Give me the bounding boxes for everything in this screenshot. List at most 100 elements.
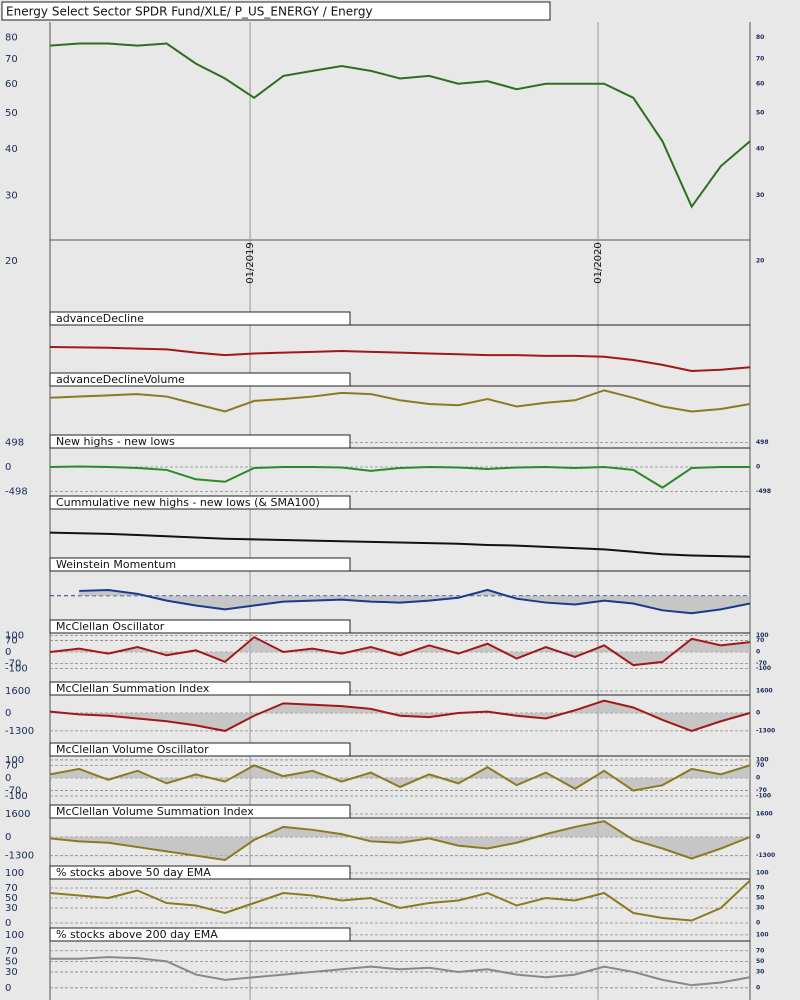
y-tick-label-right: 40 xyxy=(756,146,764,153)
y-tick-label-right: 0 xyxy=(756,774,760,781)
title-box xyxy=(49,557,351,572)
y-tick-label: 0 xyxy=(5,832,11,843)
series-line xyxy=(49,389,751,413)
y-tick-label: 498 xyxy=(5,437,24,448)
title-box xyxy=(1,1,551,21)
y-tick-label-right: 1600 xyxy=(756,688,773,695)
y-tick-label-right: -100 xyxy=(756,792,771,799)
y-tick-label: 30 xyxy=(5,903,18,914)
y-tick-label-right: 30 xyxy=(756,968,764,975)
panel-title: % stocks above 200 day EMA xyxy=(56,928,218,941)
y-tick-label-right: 0 xyxy=(756,463,760,470)
chart-title: Energy Select Sector SPDR Fund/XLE/ P_US… xyxy=(6,5,373,19)
y-tick-label-right: 498 xyxy=(756,439,769,446)
y-tick-label: 0 xyxy=(5,983,11,994)
y-tick-label-right: 50 xyxy=(756,958,764,965)
y-tick-label: 70 xyxy=(5,54,18,65)
y-tick-label: 30 xyxy=(5,967,18,978)
panel-title: McClellan Oscillator xyxy=(56,620,165,633)
title-box xyxy=(49,619,351,634)
panel-title: McClellan Volume Oscillator xyxy=(56,743,209,756)
y-tick-label-right: 100 xyxy=(756,632,769,639)
y-tick-label: 50 xyxy=(5,956,18,967)
title-box xyxy=(49,681,351,696)
panel-title: Weinstein Momentum xyxy=(56,558,176,571)
y-tick-label-right: 100 xyxy=(756,870,769,877)
y-tick-label: 0 xyxy=(5,773,11,784)
title-box xyxy=(49,804,351,819)
y-tick-label-right: 100 xyxy=(756,756,769,763)
series-line xyxy=(49,764,751,792)
y-tick-label: 0 xyxy=(5,647,11,658)
title-box xyxy=(49,495,351,510)
y-tick-label-right: 0 xyxy=(756,834,760,841)
y-tick-label-right: 50 xyxy=(756,110,764,117)
y-tick-label-right: 30 xyxy=(756,905,764,912)
y-tick-label: 1600 xyxy=(5,809,30,820)
y-tick-label: -1300 xyxy=(5,726,34,737)
y-tick-label-right: 50 xyxy=(756,895,764,902)
series-line xyxy=(49,465,750,489)
y-tick-label-right: 20 xyxy=(756,257,764,264)
panel-title: % stocks above 50 day EMA xyxy=(56,866,211,879)
y-tick-label: 100 xyxy=(5,631,24,642)
y-tick-label: 100 xyxy=(5,868,24,879)
x-tick-label: 01/2020 xyxy=(593,242,604,284)
y-tick-label: 0 xyxy=(5,708,11,719)
y-tick-label: 1600 xyxy=(5,686,30,697)
series-line xyxy=(49,879,751,922)
y-tick-label: -498 xyxy=(5,486,28,497)
title-box xyxy=(49,434,351,449)
y-tick-label-right: 0 xyxy=(756,984,760,991)
y-tick-label: 50 xyxy=(5,108,18,119)
y-tick-label: 70 xyxy=(5,760,18,771)
y-tick-label: -1300 xyxy=(5,851,34,862)
y-tick-label-right: 30 xyxy=(756,192,764,199)
y-tick-label: 0 xyxy=(5,918,11,929)
y-tick-label-right: 100 xyxy=(756,931,769,938)
series-line xyxy=(49,820,751,862)
y-tick-label-right: 0 xyxy=(756,710,760,717)
series-line xyxy=(50,956,751,987)
series-line xyxy=(49,345,751,372)
y-tick-label-right: -498 xyxy=(756,488,771,495)
y-tick-label: -70 xyxy=(5,659,21,670)
y-tick-label-right: -1300 xyxy=(756,852,775,859)
panel-title: advanceDecline xyxy=(56,312,144,325)
y-tick-label: -100 xyxy=(5,663,28,674)
y-tick-label: 100 xyxy=(5,755,24,766)
series-line xyxy=(49,699,751,732)
title-box xyxy=(49,742,351,757)
panel-title: McClellan Volume Summation Index xyxy=(56,805,254,818)
area-fill xyxy=(50,637,750,666)
title-box xyxy=(49,311,351,326)
y-tick-label: 0 xyxy=(5,462,11,473)
y-tick-label-right: -1300 xyxy=(756,727,775,734)
series-line xyxy=(79,588,751,615)
y-tick-label: -100 xyxy=(5,791,28,802)
title-box xyxy=(49,927,351,942)
y-tick-label-right: 70 xyxy=(756,885,764,892)
y-tick-label-right: 0 xyxy=(756,920,760,927)
y-tick-label-right: 1600 xyxy=(756,810,773,817)
y-tick-label-right: 70 xyxy=(756,55,764,62)
series-line xyxy=(49,42,751,209)
series-line xyxy=(49,531,751,558)
y-tick-label-right: 70 xyxy=(756,947,764,954)
y-tick-label: 100 xyxy=(5,930,24,941)
y-tick-label: 80 xyxy=(5,32,18,43)
y-tick-label-right: 70 xyxy=(756,762,764,769)
y-tick-label-right: 80 xyxy=(756,34,764,41)
y-tick-label-right: -70 xyxy=(756,787,767,794)
y-tick-label-right: 60 xyxy=(756,80,764,87)
y-tick-label: 40 xyxy=(5,144,18,155)
y-tick-label: -70 xyxy=(5,786,21,797)
y-tick-label: 60 xyxy=(5,79,18,90)
y-tick-label: 70 xyxy=(5,635,18,646)
y-tick-label: 70 xyxy=(5,946,18,957)
y-tick-label-right: -100 xyxy=(756,665,771,672)
y-tick-label-right: 0 xyxy=(756,648,760,655)
x-tick-label: 01/2019 xyxy=(245,242,256,284)
title-box xyxy=(49,865,351,880)
